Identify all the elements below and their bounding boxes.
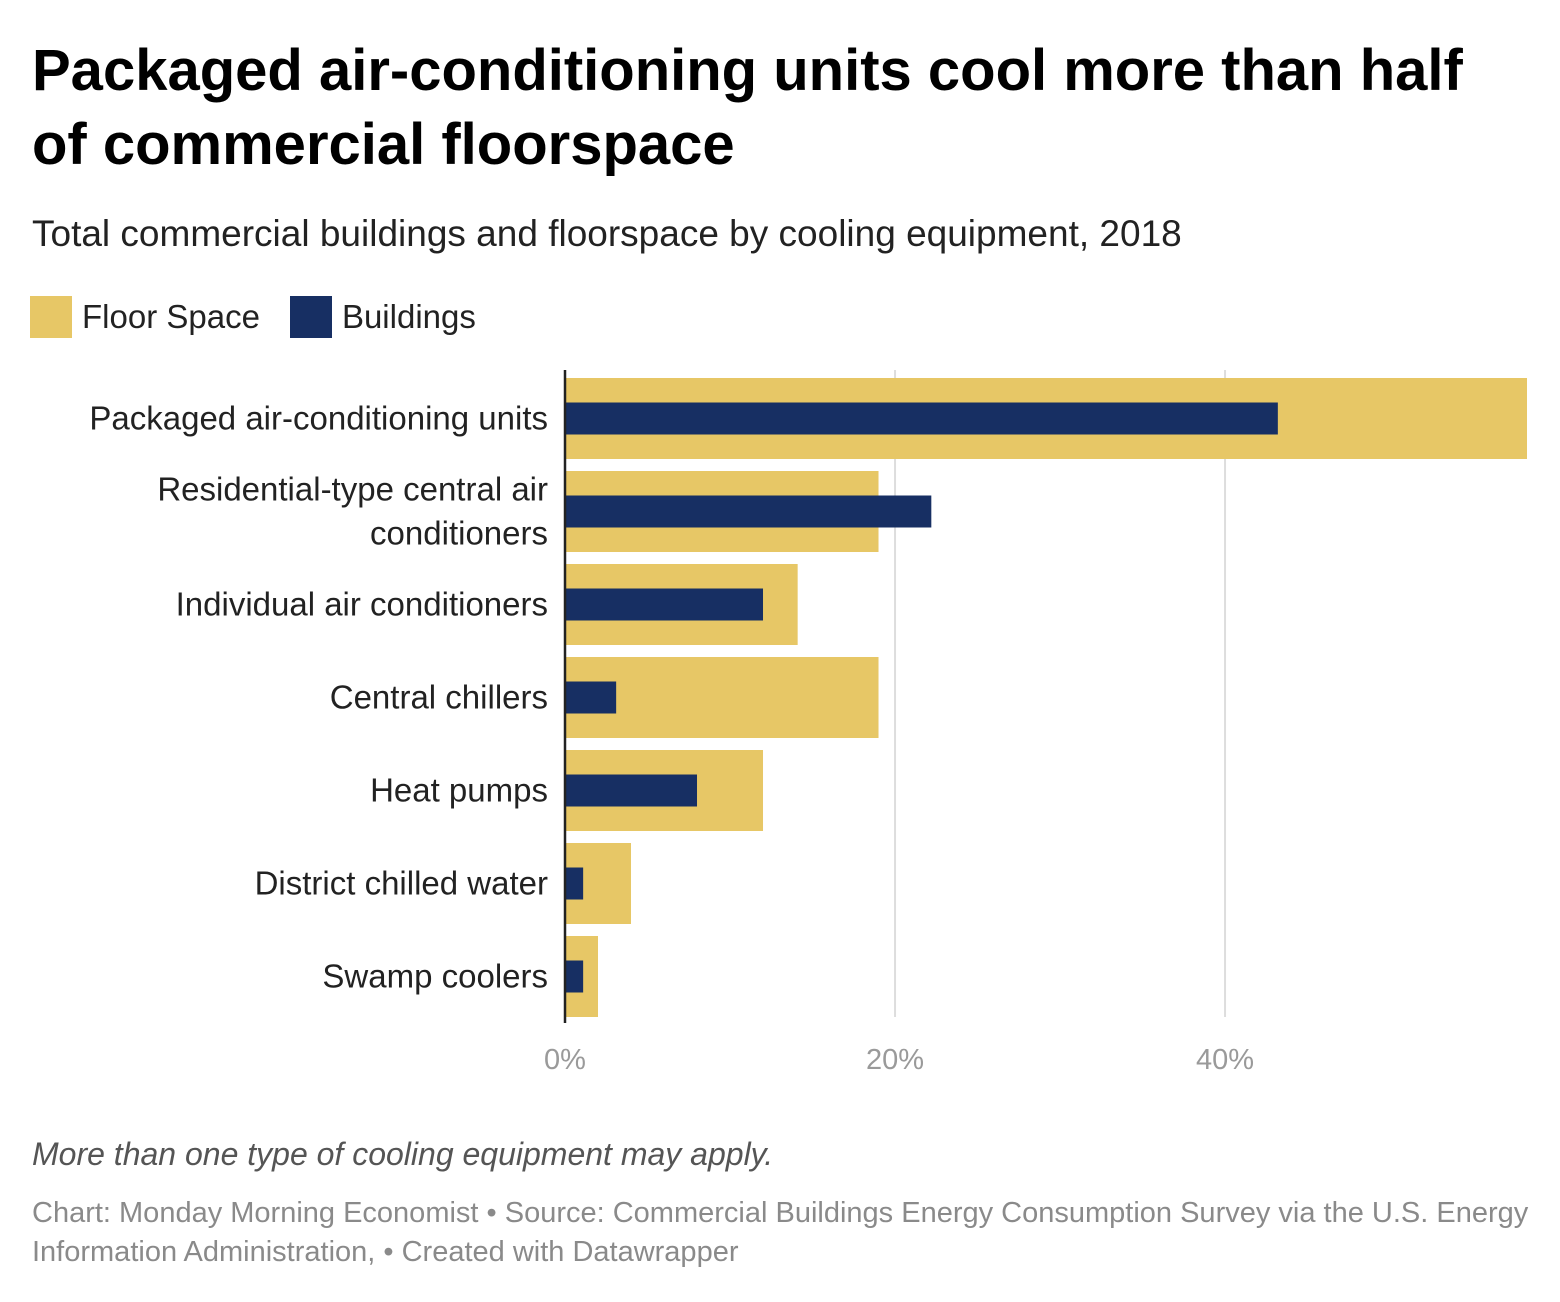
chart-note: More than one type of cooling equipment … <box>32 1136 774 1172</box>
category-label-4: Heat pumps <box>370 772 548 809</box>
legend-item-buildings: Buildings <box>289 296 476 338</box>
legend: Floor Space Buildings <box>30 294 506 340</box>
x-tick-label-1: 20% <box>866 1044 924 1076</box>
bar-buildings-1 <box>565 495 932 528</box>
chart-subtitle: Total commercial buildings and floorspac… <box>32 213 1182 254</box>
bar-buildings-5 <box>565 867 584 900</box>
chart-source: Chart: Monday Morning Economist • Source… <box>32 1197 1529 1268</box>
bar-floor-space-3 <box>565 657 879 738</box>
category-label-5: District chilled water <box>255 865 548 902</box>
x-tick-label-0: 0% <box>544 1044 586 1076</box>
bar-buildings-6 <box>565 960 584 993</box>
bar-buildings-2 <box>565 588 764 621</box>
bar-buildings-0 <box>565 402 1278 435</box>
bar-buildings-3 <box>565 681 617 714</box>
category-label-1: Residential-type central air conditioners <box>157 471 548 552</box>
legend-label-floor-space: Floor Space <box>82 298 260 335</box>
legend-item-floor-space: Floor Space <box>30 296 260 338</box>
category-label-0: Packaged air-conditioning units <box>89 400 548 437</box>
legend-swatch-floor-space <box>30 296 72 338</box>
bar-buildings-4 <box>565 774 698 807</box>
category-label-2: Individual air conditioners <box>176 586 548 623</box>
category-label-3: Central chillers <box>330 679 548 716</box>
bar-chart: Packaged air-conditioning units Residenti… <box>89 370 1527 1076</box>
category-label-6: Swamp coolers <box>322 958 548 995</box>
legend-label-buildings: Buildings <box>341 298 476 335</box>
legend-swatch-buildings <box>289 296 332 338</box>
chart-title: Packaged air-conditioning units cool mor… <box>32 38 1463 177</box>
x-tick-label-2: 40% <box>1196 1044 1254 1076</box>
